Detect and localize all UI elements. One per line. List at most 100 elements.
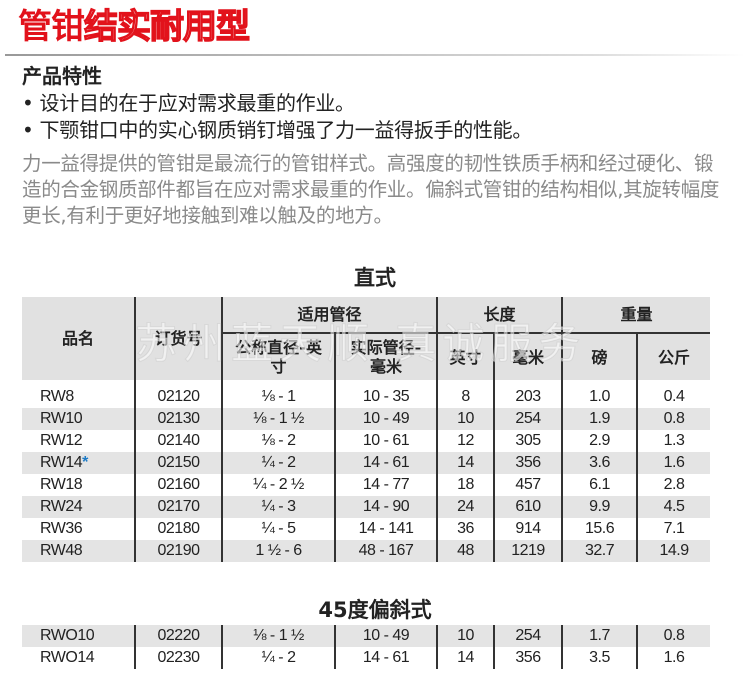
cell-inch: 36 — [436, 518, 495, 540]
cell-lb: 6.1 — [561, 474, 638, 496]
cell-kg: 0.8 — [636, 625, 710, 647]
cell-kg: 4.5 — [636, 496, 711, 518]
cell-order: 02220 — [134, 625, 222, 647]
cell-mm: 1219 — [493, 540, 563, 562]
cell-name: RW18 — [22, 474, 135, 496]
product-name: RW48 — [40, 542, 83, 559]
cell-nominal: ⅛ - 1 ½ — [221, 625, 335, 647]
offset-table: RWO10 02220 ⅛ - 1 ½ 10 - 49 10 254 1.7 0.8 RWO14… — [22, 625, 710, 669]
header-length: 长度 — [436, 297, 563, 334]
table-row: RWO14 02230 ¼ - 2 14 - 61 14 356 3.5 1.6 — [22, 647, 710, 669]
cell-name: RW24 — [22, 496, 135, 518]
cell-inch: 12 — [436, 430, 495, 452]
cell-actual: 14 - 90 — [333, 496, 438, 518]
cell-kg: 1.6 — [636, 647, 710, 669]
cell-inch: 10 — [436, 408, 495, 430]
cell-lb: 3.6 — [561, 452, 638, 474]
cell-mm: 914 — [493, 518, 563, 540]
cell-actual: 10 - 49 — [333, 408, 438, 430]
cell-name: RWO10 — [22, 625, 135, 647]
cell-name: RW12 — [22, 430, 135, 452]
cell-name: RW14* — [22, 452, 135, 474]
cell-order: 02170 — [134, 496, 222, 518]
page-title: 管钳结实耐用型 — [18, 6, 251, 48]
cell-name: RW10 — [22, 408, 135, 430]
cell-lb: 1.0 — [561, 386, 638, 408]
cell-lb: 2.9 — [561, 430, 638, 452]
header-kg: 公斤 — [636, 333, 711, 380]
cell-mm: 305 — [493, 430, 563, 452]
cell-kg: 2.8 — [636, 474, 711, 496]
cell-kg: 1.6 — [636, 452, 711, 474]
cell-order: 02230 — [134, 647, 222, 669]
straight-title: 直式 — [354, 266, 396, 290]
cell-mm: 356 — [493, 452, 563, 474]
description: 力一益得提供的管钳是最流行的管钳样式。高强度的韧性铁质手柄和经过硬化、锻造的合金… — [22, 152, 720, 227]
product-name: RW8 — [40, 388, 74, 405]
product-name: RW36 — [40, 520, 83, 537]
cell-nominal: ⅛ - 2 — [221, 430, 335, 452]
table-row: RW12 02140 ⅛ - 2 10 - 61 12 305 2.9 1.3 — [22, 430, 711, 452]
cell-nominal: ¼ - 3 — [221, 496, 335, 518]
header-mm: 毫米 — [493, 333, 563, 380]
product-name: RW24 — [40, 498, 83, 515]
cell-actual: 10 - 49 — [334, 625, 437, 647]
cell-nominal: ¼ - 5 — [221, 518, 335, 540]
header-actual: 实际管径-毫米 — [333, 333, 438, 380]
table-row: RW24 02170 ¼ - 3 14 - 90 24 610 9.9 4.5 — [22, 496, 711, 518]
cell-order: 02130 — [134, 408, 222, 430]
cell-actual: 14 - 141 — [333, 518, 438, 540]
cell-kg: 7.1 — [636, 518, 711, 540]
cell-mm: 203 — [493, 386, 563, 408]
cell-nominal: ¼ - 2 — [221, 452, 335, 474]
cell-inch: 48 — [436, 540, 495, 562]
table-row: RW36 02180 ¼ - 5 14 - 141 36 914 15.6 7.1 — [22, 518, 711, 540]
header-weight: 重量 — [561, 297, 711, 334]
divider — [5, 54, 745, 56]
table-row: RW10 02130 ⅛ - 1 ½ 10 - 49 10 254 1.9 0.8 — [22, 408, 711, 430]
header-order: 订货号 — [134, 297, 222, 380]
cell-inch: 14 — [436, 647, 494, 669]
cell-inch: 24 — [436, 496, 495, 518]
cell-name: RW36 — [22, 518, 135, 540]
cell-actual: 10 - 61 — [333, 430, 438, 452]
cell-inch: 18 — [436, 474, 495, 496]
cell-nominal: 1 ½ - 6 — [221, 540, 335, 562]
cell-lb: 32.7 — [561, 540, 638, 562]
table-row: RWO10 02220 ⅛ - 1 ½ 10 - 49 10 254 1.7 0.8 — [22, 625, 710, 647]
cell-order: 02180 — [134, 518, 222, 540]
feature-bullet: • 设计目的在于应对需求最重的作业。 — [22, 91, 355, 115]
cell-order: 02160 — [134, 474, 222, 496]
cell-name: RWO14 — [22, 647, 135, 669]
cell-lb: 3.5 — [561, 647, 637, 669]
cell-inch: 14 — [436, 452, 495, 474]
cell-nominal: ¼ - 2 ½ — [221, 474, 335, 496]
cell-mm: 356 — [493, 647, 562, 669]
table-row: RW48 02190 1 ½ - 6 48 - 167 48 1219 32.7 14.9 — [22, 540, 711, 562]
cell-lb: 1.9 — [561, 408, 638, 430]
cell-name: RW8 — [22, 386, 135, 408]
cell-actual: 48 - 167 — [333, 540, 438, 562]
cell-name: RW48 — [22, 540, 135, 562]
product-name: RW12 — [40, 432, 83, 449]
cell-actual: 10 - 35 — [333, 386, 438, 408]
product-name: RW18 — [40, 476, 83, 493]
table-row: RW14* 02150 ¼ - 2 14 - 61 14 356 3.6 1.6 — [22, 452, 711, 474]
cell-actual: 14 - 77 — [333, 474, 438, 496]
cell-order: 02150 — [134, 452, 222, 474]
cell-inch: 8 — [436, 386, 495, 408]
offset-title: 45度偏斜式 — [318, 598, 432, 622]
product-name: RW14 — [40, 454, 83, 471]
cell-lb: 1.7 — [561, 625, 637, 647]
cell-kg: 0.4 — [636, 386, 711, 408]
table-row: RW8 02120 ⅛ - 1 10 - 35 8 203 1.0 0.4 — [22, 386, 711, 408]
title-outline: 结实耐用型 — [83, 6, 250, 47]
cell-nominal: ⅛ - 1 ½ — [221, 408, 335, 430]
cell-mm: 254 — [493, 408, 563, 430]
cell-kg: 1.3 — [636, 430, 711, 452]
cell-actual: 14 - 61 — [333, 452, 438, 474]
header-lb: 磅 — [561, 333, 638, 380]
product-name: RW10 — [40, 410, 83, 427]
header-inch: 英寸 — [436, 333, 495, 380]
cell-kg: 0.8 — [636, 408, 711, 430]
